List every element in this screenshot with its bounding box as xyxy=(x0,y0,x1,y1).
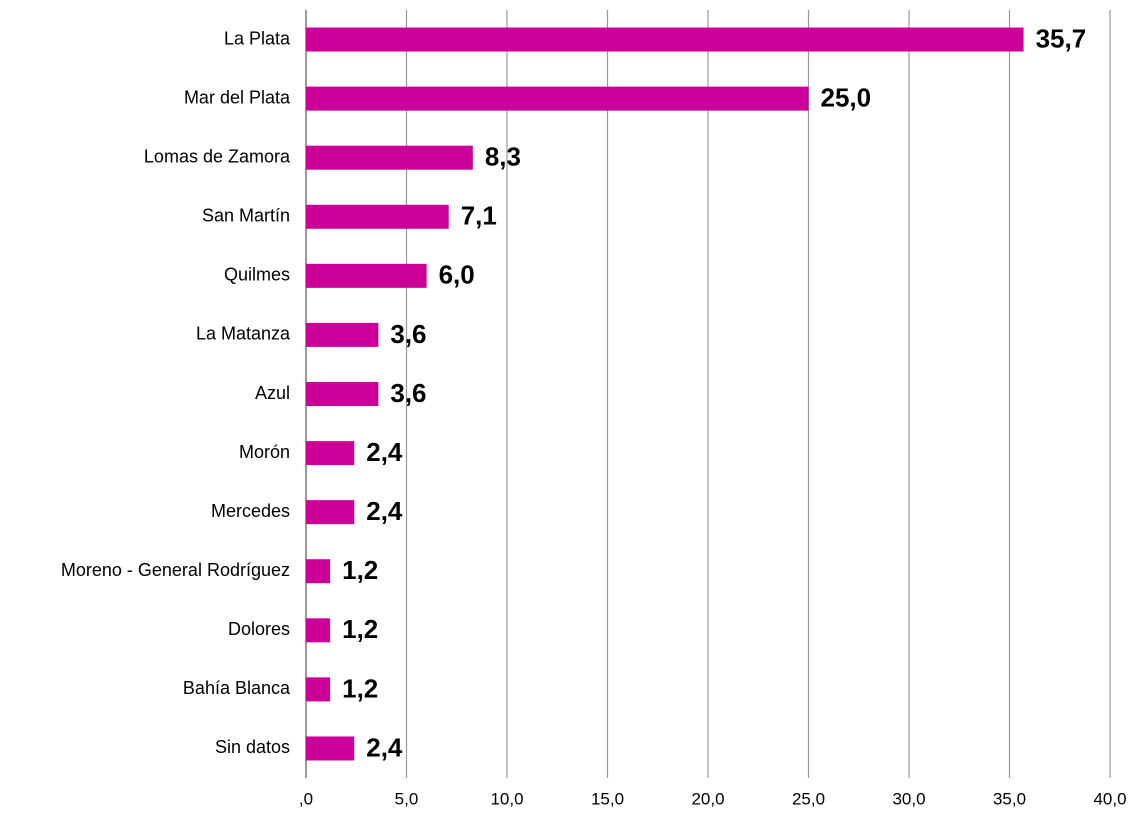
x-tick-label: 15,0 xyxy=(591,789,624,808)
value-label: 3,6 xyxy=(390,378,426,408)
value-label: 1,2 xyxy=(342,614,378,644)
x-tick-label: 25,0 xyxy=(792,789,825,808)
y-tick-label: Lomas de Zamora xyxy=(144,146,291,166)
bar xyxy=(306,382,379,406)
x-tick-label: ,0 xyxy=(299,789,313,808)
bar xyxy=(306,677,331,702)
value-label: 25,0 xyxy=(821,82,872,112)
value-label: 2,4 xyxy=(366,437,403,467)
bar xyxy=(306,86,809,111)
bar xyxy=(306,322,379,347)
x-tick-label: 5,0 xyxy=(395,789,419,808)
bar xyxy=(306,441,355,466)
y-tick-label: Bahía Blanca xyxy=(183,678,291,698)
y-tick-label: Mercedes xyxy=(211,501,290,521)
y-tick-label: Quilmes xyxy=(224,265,290,285)
value-label: 7,1 xyxy=(461,201,497,231)
y-tick-label: Morón xyxy=(239,442,290,462)
value-label: 2,4 xyxy=(366,496,403,526)
x-tick-label: 35,0 xyxy=(993,789,1026,808)
bar xyxy=(306,559,331,584)
bar xyxy=(306,204,449,229)
y-tick-label: Dolores xyxy=(228,619,290,639)
y-tick-label: Moreno - General Rodríguez xyxy=(61,560,290,580)
y-tick-label: San Martín xyxy=(202,206,290,226)
y-tick-label: Azul xyxy=(255,383,290,403)
x-tick-label: 10,0 xyxy=(490,789,523,808)
value-label: 2,4 xyxy=(366,732,403,762)
x-tick-label: 30,0 xyxy=(892,789,925,808)
bar xyxy=(306,263,427,288)
bar xyxy=(306,736,355,761)
value-label: 8,3 xyxy=(485,142,521,172)
value-label: 1,2 xyxy=(342,555,378,585)
x-tick-label: 40,0 xyxy=(1093,789,1126,808)
value-label: 1,2 xyxy=(342,673,378,703)
x-tick-label: 20,0 xyxy=(691,789,724,808)
y-tick-label: La Matanza xyxy=(196,324,291,344)
bar xyxy=(306,145,473,170)
y-tick-label: Sin datos xyxy=(215,737,290,757)
value-label: 35,7 xyxy=(1036,23,1087,53)
bar xyxy=(306,618,331,643)
value-label: 6,0 xyxy=(439,260,475,290)
bar xyxy=(306,27,1024,52)
value-label: 3,6 xyxy=(390,319,426,349)
y-tick-label: Mar del Plata xyxy=(184,87,291,107)
y-tick-label: La Plata xyxy=(224,28,291,48)
bar xyxy=(306,500,355,525)
